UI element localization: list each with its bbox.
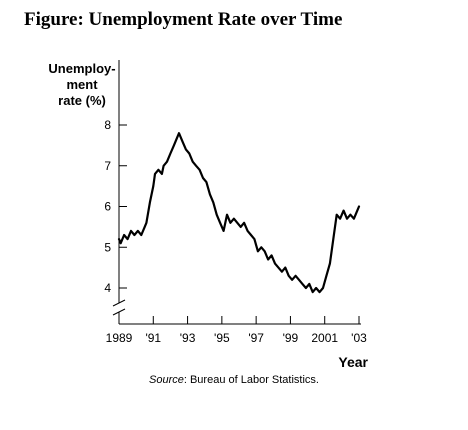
y-axis-label-line: Unemploy- — [48, 61, 115, 76]
source-note: Source: Bureau of Labor Statistics. — [0, 374, 468, 386]
x-tick-label: '99 — [283, 331, 299, 345]
x-axis-label: Year — [338, 354, 368, 370]
series-group — [117, 132, 361, 294]
x-tick-label: '91 — [145, 331, 161, 345]
y-tick-label: 6 — [104, 200, 111, 214]
axis-break-mark — [112, 308, 126, 316]
y-tick-label: 5 — [104, 240, 111, 254]
x-tick-label: 2001 — [311, 331, 338, 345]
y-tick-label: 4 — [104, 281, 111, 295]
x-axis-ticks: 1989 '91 '93 '95 '97 '99 2001 '03 — [106, 316, 367, 345]
x-tick-label: '95 — [214, 331, 230, 345]
x-tick-label: '97 — [248, 331, 264, 345]
y-tick-label: 8 — [104, 118, 111, 132]
y-axis-ticks: 4 5 6 7 8 — [104, 118, 127, 295]
x-tick-label: '03 — [351, 331, 367, 345]
source-text: : Bureau of Labor Statistics. — [183, 374, 319, 386]
x-tick-label: '93 — [180, 331, 196, 345]
y-axis-label-line: ment — [66, 77, 98, 92]
y-axis-label-line: rate (%) — [58, 93, 106, 108]
source-label: Source — [149, 374, 184, 386]
chart-axes — [112, 60, 361, 325]
axis-break-mark — [112, 299, 126, 307]
unemployment-series-line — [117, 132, 361, 294]
x-tick-label: 1989 — [106, 331, 133, 345]
figure-title: Figure: Unemployment Rate over Time — [24, 9, 343, 30]
y-tick-label: 7 — [104, 159, 111, 173]
